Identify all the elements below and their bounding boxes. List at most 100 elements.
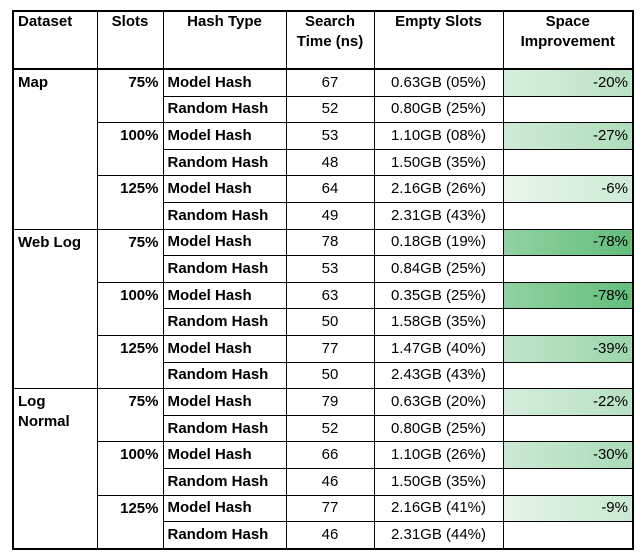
empty-slots-cell: 0.84GB (25%) xyxy=(373,255,504,283)
empty-slots-cell: 2.16GB (41%) xyxy=(373,494,504,523)
empty-slots-cell: 1.58GB (35%) xyxy=(373,308,504,336)
empty-slots-cell: 2.31GB (43%) xyxy=(373,201,504,230)
hash-type-cell: Random Hash xyxy=(162,467,287,496)
table-row: Random Hash 49 2.31GB (43%) xyxy=(13,201,634,230)
hash-type-cell: Random Hash xyxy=(162,414,287,443)
improvement-cell: -27% xyxy=(502,122,634,150)
improvement-cell xyxy=(502,414,634,443)
table-row: 125% Model Hash 77 1.47GB (40%) -39% xyxy=(13,334,634,390)
hash-type-cell: Random Hash xyxy=(162,255,287,283)
search-time-cell: 50 xyxy=(285,361,375,390)
header-cell: Slots xyxy=(96,10,164,70)
hash-type-cell: Model Hash xyxy=(162,122,287,150)
search-time-cell: 77 xyxy=(285,494,375,523)
slots-cell: 75% xyxy=(96,68,164,124)
improvement-cell: -6% xyxy=(502,175,634,203)
hash-type-cell: Model Hash xyxy=(162,494,287,523)
table-row: 100% Model Hash 63 0.35GB (25%) -78% xyxy=(13,281,634,336)
search-time-cell: 53 xyxy=(285,255,375,283)
empty-slots-cell: 1.10GB (08%) xyxy=(373,122,504,150)
slots-cell: 125% xyxy=(96,494,164,550)
hash-type-cell: Model Hash xyxy=(162,388,287,416)
dataset-cell: Map xyxy=(12,68,98,230)
header-cell: Hash Type xyxy=(162,10,287,70)
improvement-cell xyxy=(502,95,634,124)
table-body: Map 75% Model Hash 67 0.63GB (05%) -20% Random… xyxy=(12,68,634,550)
empty-slots-cell: 1.10GB (26%) xyxy=(373,441,504,469)
slots-cell: 75% xyxy=(96,388,164,443)
table-row: 125% Model Hash 77 2.16GB (41%) -9% xyxy=(13,494,634,550)
hash-type-cell: Random Hash xyxy=(162,148,287,177)
table-row: Map 75% Model Hash 67 0.63GB (05%) -20% xyxy=(12,68,634,230)
dataset-cell: Log Normal xyxy=(12,388,98,550)
hash-type-cell: Random Hash xyxy=(162,201,287,230)
header-cell: Space Improvement xyxy=(502,10,634,70)
header-cell: Search Time (ns) xyxy=(285,10,375,70)
header-cell: Empty Slots xyxy=(373,10,504,70)
improvement-cell xyxy=(502,467,634,496)
search-time-cell: 67 xyxy=(285,68,375,97)
slots-cell: 75% xyxy=(96,228,164,283)
hash-type-cell: Random Hash xyxy=(162,521,287,550)
search-time-cell: 46 xyxy=(285,467,375,496)
hash-type-cell: Model Hash xyxy=(162,441,287,469)
slots-cell: 100% xyxy=(96,441,164,496)
improvement-cell: -20% xyxy=(502,68,634,97)
empty-slots-cell: 1.50GB (35%) xyxy=(373,467,504,496)
slots-cell: 125% xyxy=(96,175,164,230)
search-time-cell: 78 xyxy=(285,228,375,257)
improvement-cell: -78% xyxy=(502,281,634,310)
improvement-cell xyxy=(502,308,634,336)
search-time-cell: 79 xyxy=(285,388,375,416)
improvement-cell: -30% xyxy=(502,441,634,469)
improvement-cell: -78% xyxy=(502,228,634,257)
dataset-cell: Web Log xyxy=(12,228,98,390)
search-time-cell: 49 xyxy=(285,201,375,230)
hash-type-cell: Model Hash xyxy=(162,175,287,203)
search-time-cell: 48 xyxy=(285,148,375,177)
table-row: Random Hash 53 0.84GB (25%) xyxy=(13,255,634,283)
search-time-cell: 66 xyxy=(285,441,375,469)
empty-slots-cell: 0.35GB (25%) xyxy=(373,281,504,310)
table-row: 100% Model Hash 53 1.10GB (08%) -27% xyxy=(13,122,634,177)
search-time-cell: 64 xyxy=(285,175,375,203)
table-row: Random Hash 50 1.58GB (35%) xyxy=(13,308,634,336)
table-row: 100% Model Hash 66 1.10GB (26%) -30% xyxy=(13,441,634,496)
slots-cell: 125% xyxy=(96,334,164,390)
empty-slots-cell: 0.63GB (05%) xyxy=(373,68,504,97)
improvement-cell: -39% xyxy=(502,334,634,363)
hash-type-cell: Model Hash xyxy=(162,68,287,97)
table-row: Random Hash 50 2.43GB (43%) xyxy=(13,361,634,390)
improvement-cell: -22% xyxy=(502,388,634,416)
hash-type-cell: Model Hash xyxy=(162,334,287,363)
table-row: Random Hash 48 1.50GB (35%) xyxy=(13,148,634,177)
search-time-cell: 46 xyxy=(285,521,375,550)
empty-slots-cell: 2.43GB (43%) xyxy=(373,361,504,390)
empty-slots-cell: 0.63GB (20%) xyxy=(373,388,504,416)
empty-slots-cell: 0.80GB (25%) xyxy=(373,95,504,124)
table-row: Web Log 75% Model Hash 78 0.18GB (19%) -78% xyxy=(12,228,634,390)
empty-slots-cell: 2.16GB (26%) xyxy=(373,175,504,203)
improvement-cell xyxy=(502,201,634,230)
improvement-cell: -9% xyxy=(502,494,634,523)
search-time-cell: 52 xyxy=(285,414,375,443)
table-row: Random Hash 46 2.31GB (44%) xyxy=(13,521,634,550)
improvement-cell xyxy=(502,255,634,283)
hash-type-cell: Random Hash xyxy=(162,361,287,390)
improvement-cell xyxy=(502,361,634,390)
table-row: 125% Model Hash 64 2.16GB (26%) -6% xyxy=(13,175,634,230)
improvement-cell xyxy=(502,148,634,177)
table-row: Log Normal 75% Model Hash 79 0.63GB (20%) -22… xyxy=(12,388,634,550)
results-table: Dataset Slots Hash Type Search Time (ns) Emp… xyxy=(12,10,634,550)
slots-cell: 100% xyxy=(96,281,164,336)
empty-slots-cell: 1.47GB (40%) xyxy=(373,334,504,363)
empty-slots-cell: 2.31GB (44%) xyxy=(373,521,504,550)
search-time-cell: 50 xyxy=(285,308,375,336)
slots-cell: 100% xyxy=(96,122,164,177)
empty-slots-cell: 0.80GB (25%) xyxy=(373,414,504,443)
improvement-cell xyxy=(502,521,634,550)
hash-type-cell: Random Hash xyxy=(162,308,287,336)
empty-slots-cell: 0.18GB (19%) xyxy=(373,228,504,257)
hash-type-cell: Random Hash xyxy=(162,95,287,124)
